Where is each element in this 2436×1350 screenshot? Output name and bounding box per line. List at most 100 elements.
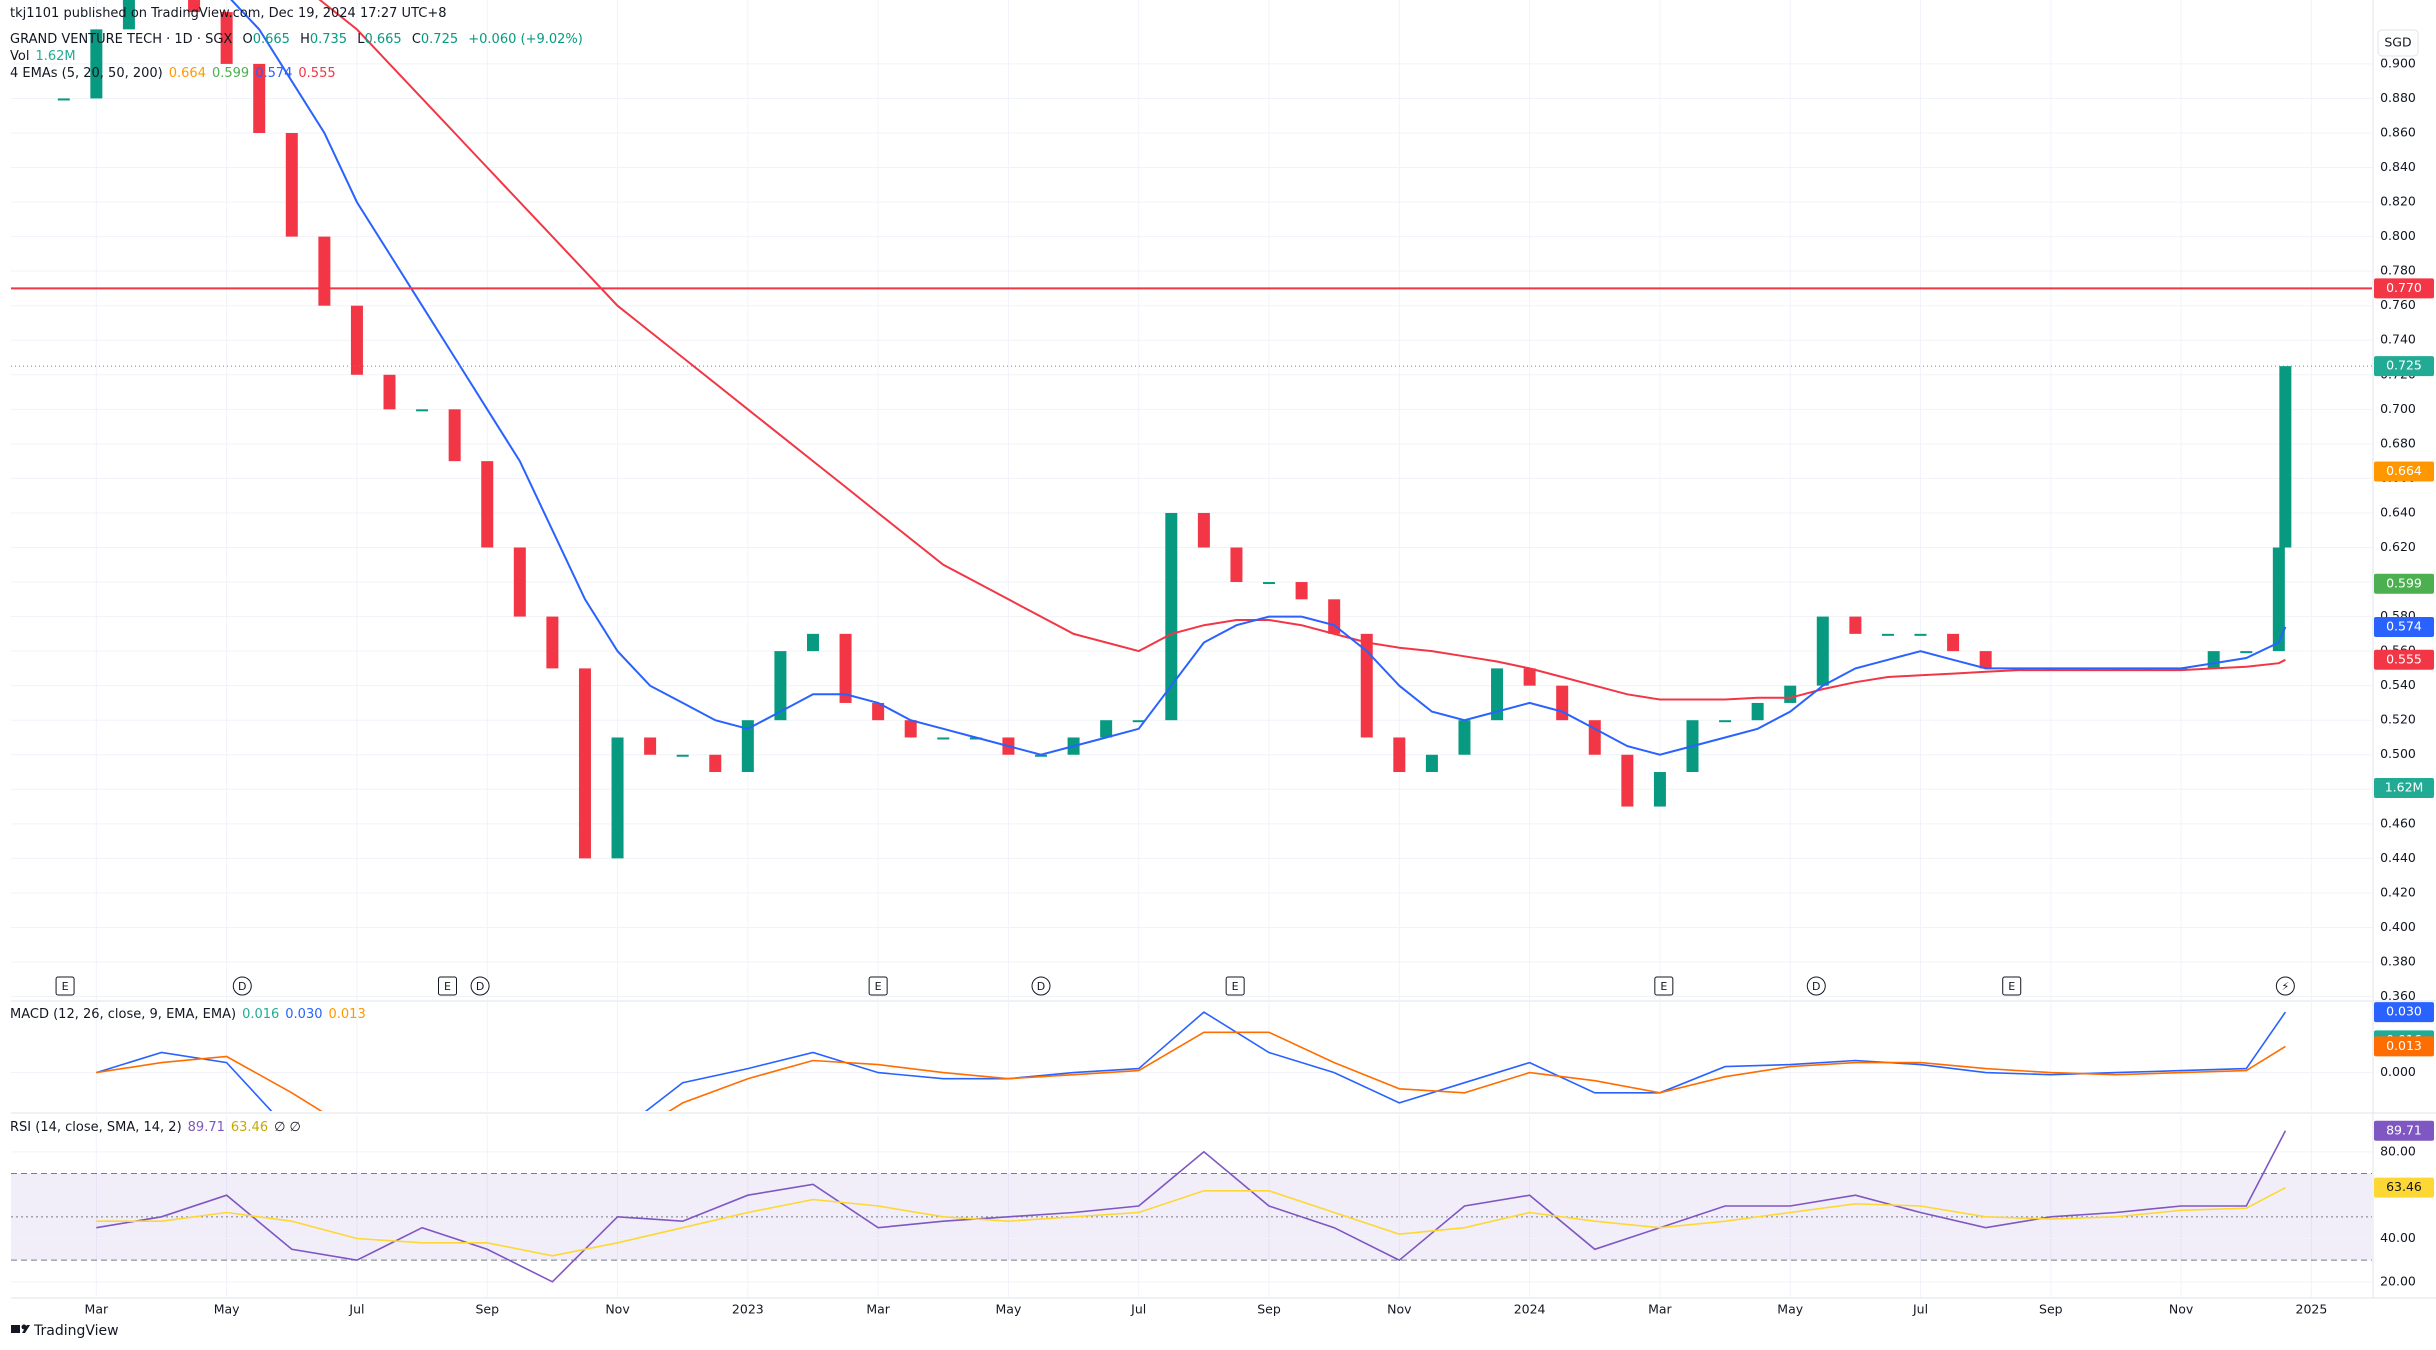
candle [644, 737, 657, 755]
event-marker[interactable] [868, 976, 888, 996]
candle [1100, 720, 1113, 738]
event-marker[interactable] [2275, 976, 2295, 996]
y-tick-label: 0.740 [2380, 332, 2416, 347]
candle [1556, 685, 1569, 721]
candle [611, 737, 624, 859]
y-tick-label: 0.700 [2380, 401, 2416, 416]
candle [318, 236, 331, 306]
candle [1263, 582, 1276, 585]
y-tick-label: 0.460 [2380, 815, 2416, 830]
y-tick-label: 0.760 [2380, 297, 2416, 312]
event-label: ⚡ [2281, 980, 2289, 993]
event-marker[interactable] [1654, 976, 1674, 996]
event-marker[interactable] [470, 976, 490, 996]
candle [1393, 737, 1406, 773]
candle [1914, 633, 1927, 636]
candle [709, 754, 722, 773]
ema-value: 0.664 [168, 66, 206, 81]
tradingview-logo [11, 1324, 30, 1333]
x-tick-label: Mar [866, 1302, 890, 1317]
x-tick-label: Sep [1257, 1302, 1281, 1317]
candle [1295, 582, 1308, 600]
event-marker[interactable] [1031, 976, 1051, 996]
price-badge-label: 0.725 [2386, 358, 2422, 373]
candle [2240, 651, 2253, 654]
ohlc-value: 0.735 [309, 32, 348, 47]
indicator-line [96, 1031, 2286, 1111]
candle [1784, 685, 1797, 703]
symbol: GRAND VENTURE TECH · 1D · SGX [10, 32, 233, 47]
event-label: E [875, 980, 882, 993]
indicator-line [230, 0, 2287, 756]
y-tick-label: 0.500 [2380, 746, 2416, 761]
event-marker[interactable] [232, 976, 252, 996]
price-badge-label: 63.46 [2386, 1179, 2422, 1194]
event-marker[interactable] [1225, 976, 1245, 996]
candle [285, 132, 298, 237]
candle [741, 720, 754, 773]
candle [1035, 754, 1048, 757]
candle [188, 0, 201, 13]
candle [1132, 720, 1145, 723]
ohlc-key: L [357, 32, 365, 47]
candle [1719, 720, 1732, 723]
y-tick-label: 0.420 [2380, 884, 2416, 899]
candle [1197, 512, 1210, 548]
x-tick-label: Jul [1130, 1302, 1146, 1317]
price-badge [2374, 573, 2434, 594]
y-tick-label: 0.680 [2380, 435, 2416, 450]
x-tick-label: May [1777, 1302, 1803, 1317]
candle [1230, 547, 1243, 583]
rsi-extra: ∅ ∅ [274, 1120, 301, 1135]
y-tick-label: 20.00 [2380, 1273, 2416, 1288]
backgrounds [11, 0, 2436, 1299]
price-badge [2374, 278, 2434, 299]
event-marker[interactable] [55, 976, 75, 996]
candle [1425, 754, 1438, 773]
candle [1849, 616, 1862, 634]
macd-value: 0.016 [242, 1007, 280, 1022]
event-label: E [2008, 980, 2015, 993]
price-badge-label: 0.030 [2386, 1004, 2422, 1019]
candle [1979, 651, 1992, 669]
y-tick-label: 0.880 [2380, 90, 2416, 105]
candle [676, 754, 689, 757]
event-label: E [1660, 980, 1667, 993]
price-badge [2374, 616, 2434, 637]
ema-value: 0.574 [255, 66, 293, 81]
event-marker[interactable] [437, 976, 457, 996]
price-badge [2374, 1177, 2434, 1198]
x-tick-label: Jul [1912, 1302, 1928, 1317]
candle [1165, 512, 1178, 721]
publisher: tkj1101 published on TradingView.com, De… [10, 6, 447, 21]
y-tick-label: 0.840 [2380, 159, 2416, 174]
candle [839, 633, 852, 703]
candle [481, 461, 494, 548]
price-badge [2374, 461, 2434, 482]
event-label: D [1812, 980, 1820, 993]
indicator-title: 4 EMAs (5, 20, 50, 200) [10, 66, 163, 81]
ohlc-value: 0.665 [252, 32, 290, 47]
event-marker[interactable] [2002, 976, 2022, 996]
candle [1491, 668, 1504, 721]
y-tick-label: 40.00 [2380, 1230, 2416, 1245]
footer: TradingView [33, 1323, 119, 1339]
plot: Mar May Jul Sep Nov 2023 Mar May Jul Sep Nov 2024 Ma… [11, 0, 2434, 1317]
candle [122, 0, 135, 30]
y-tick-label: 0.820 [2380, 194, 2416, 209]
y-tick-label: 0.860 [2380, 124, 2416, 139]
currency-box[interactable] [2377, 29, 2419, 57]
x-tick-label: 2024 [1514, 1302, 1546, 1317]
y-tick-label: 0.900 [2380, 55, 2416, 70]
price-badge-label: 0.574 [2386, 618, 2422, 633]
ohlc-key: O [242, 32, 253, 47]
candle [546, 616, 559, 669]
candle [937, 737, 950, 740]
price-badge [2374, 1002, 2434, 1023]
ema-value: 0.555 [298, 66, 336, 81]
ohlc-value: 0.725 [420, 32, 459, 47]
candle [90, 29, 103, 99]
candle [2279, 366, 2292, 548]
event-marker[interactable] [1806, 976, 1826, 996]
